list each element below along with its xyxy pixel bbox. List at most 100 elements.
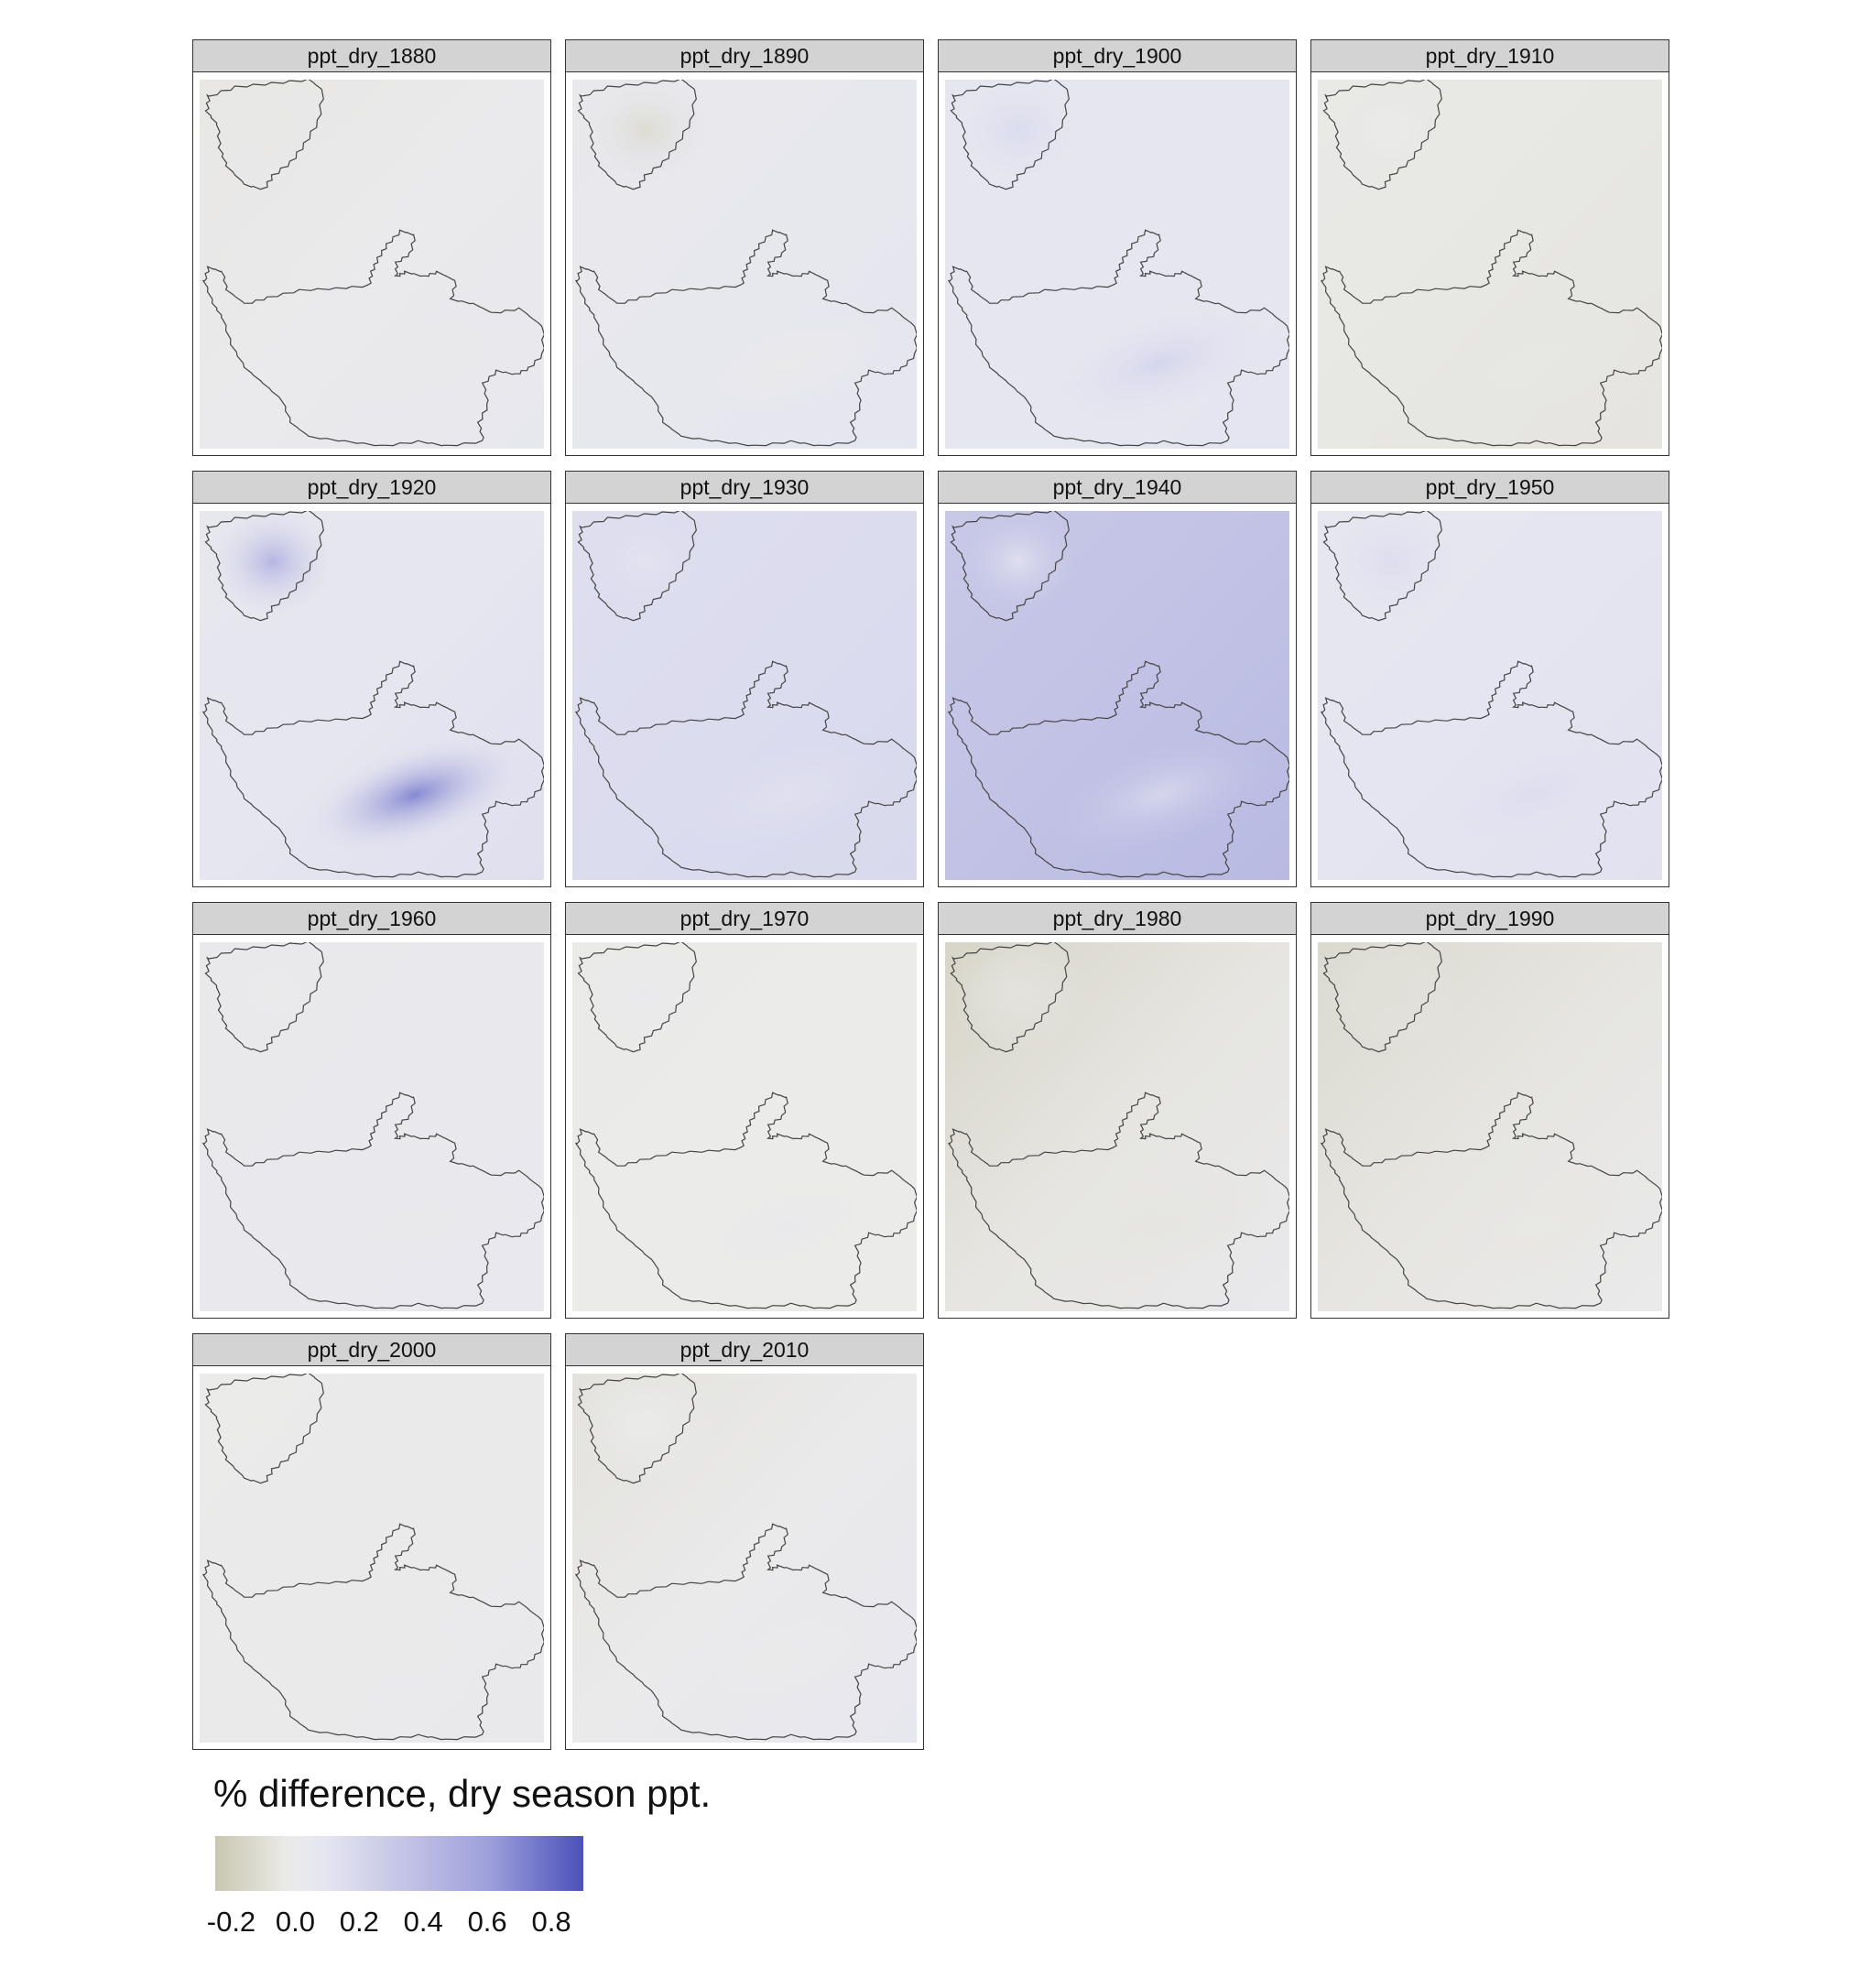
panel-title: ppt_dry_1950 — [1311, 472, 1669, 504]
region-outline — [1321, 1092, 1662, 1309]
map-panel: ppt_dry_2010 — [565, 1333, 924, 1750]
region-outline — [202, 660, 544, 878]
panel-title: ppt_dry_1910 — [1311, 40, 1669, 72]
lake-anomaly — [577, 1374, 714, 1483]
lake-outline — [1322, 942, 1442, 1053]
lake-outline — [577, 1374, 697, 1484]
map-svg — [945, 511, 1289, 880]
map-panel-grid: ppt_dry_1880 ppt_dry_1890 ppt_dry_1900 ppt_… — [192, 39, 1669, 1750]
map-svg — [572, 1374, 917, 1743]
map-svg — [1318, 80, 1662, 449]
legend: % difference, dry season ppt. -0.2 0.0 0.2… — [207, 1772, 763, 1946]
panel-title: ppt_dry_1940 — [939, 472, 1296, 504]
lake-outline — [204, 511, 324, 622]
region-outline — [1321, 229, 1662, 447]
lake-outline — [204, 942, 324, 1053]
lake-anomaly — [204, 942, 342, 1052]
map-raster — [200, 942, 544, 1311]
region-outline — [575, 229, 917, 447]
lake-anomaly — [950, 942, 1087, 1052]
region-outline — [948, 1092, 1289, 1309]
map-panel: ppt_dry_1900 — [938, 39, 1297, 456]
map-panel: ppt_dry_1960 — [192, 902, 551, 1319]
lake-outline — [950, 511, 1070, 622]
map-svg — [945, 942, 1289, 1311]
panel-title: ppt_dry_2000 — [193, 1334, 550, 1366]
map-raster — [572, 80, 917, 449]
legend-tick-label: 0.2 — [339, 1906, 379, 1938]
region-outline — [575, 1523, 917, 1741]
ridge-anomaly — [1419, 303, 1647, 424]
map-svg — [200, 942, 544, 1311]
region-outline — [575, 1092, 917, 1309]
ridge-anomaly — [1419, 734, 1647, 855]
region-outline — [202, 1523, 544, 1741]
lake-outline — [204, 1374, 324, 1484]
map-panel: ppt_dry_1940 — [938, 471, 1297, 887]
lake-outline — [950, 80, 1070, 190]
map-raster — [572, 942, 917, 1311]
lake-outline — [577, 80, 697, 190]
lake-anomaly — [577, 80, 714, 190]
ridge-anomaly — [1046, 1166, 1275, 1287]
region-outline — [202, 229, 544, 447]
ridge-anomaly — [673, 734, 902, 855]
map-raster — [200, 80, 544, 449]
panel-title: ppt_dry_1930 — [566, 472, 923, 504]
lake-outline — [1322, 511, 1442, 622]
lake-anomaly — [1322, 942, 1460, 1052]
map-svg — [1318, 942, 1662, 1311]
map-panel: ppt_dry_1880 — [192, 39, 551, 456]
map-panel: ppt_dry_1920 — [192, 471, 551, 887]
map-svg — [1318, 511, 1662, 880]
map-raster — [945, 942, 1289, 1311]
region-outline — [948, 229, 1289, 447]
ridge-anomaly — [673, 303, 902, 424]
legend-tick-label: -0.2 — [206, 1906, 256, 1938]
ridge-anomaly — [1419, 1166, 1647, 1287]
ridge-anomaly — [300, 1166, 529, 1287]
lake-anomaly — [950, 511, 1087, 621]
lake-anomaly — [950, 80, 1087, 190]
ridge-anomaly — [673, 1166, 902, 1287]
lake-anomaly — [1322, 80, 1460, 190]
panel-title: ppt_dry_1980 — [939, 903, 1296, 935]
legend-colorbar — [215, 1836, 583, 1891]
panel-title: ppt_dry_1890 — [566, 40, 923, 72]
ridge-anomaly — [673, 1597, 902, 1718]
panel-title: ppt_dry_1990 — [1311, 903, 1669, 935]
lake-outline — [950, 942, 1070, 1053]
legend-tick-label: 0.8 — [531, 1906, 571, 1938]
map-raster — [572, 1374, 917, 1743]
map-panel: ppt_dry_1950 — [1310, 471, 1669, 887]
lake-anomaly — [204, 80, 342, 190]
region-outline — [575, 660, 917, 878]
map-raster — [572, 511, 917, 880]
legend-tick-label: 0.4 — [403, 1906, 443, 1938]
lake-outline — [577, 942, 697, 1053]
map-panel: ppt_dry_1990 — [1310, 902, 1669, 1319]
panel-title: ppt_dry_1900 — [939, 40, 1296, 72]
map-panel: ppt_dry_1980 — [938, 902, 1297, 1319]
map-raster — [1318, 80, 1662, 449]
ridge-anomaly — [1046, 734, 1275, 855]
lake-anomaly — [577, 511, 714, 621]
ridge-anomaly — [300, 1597, 529, 1718]
lake-anomaly — [577, 942, 714, 1052]
map-panel: ppt_dry_1930 — [565, 471, 924, 887]
legend-tick-label: 0.6 — [467, 1906, 507, 1938]
map-svg — [572, 80, 917, 449]
panel-title: ppt_dry_1880 — [193, 40, 550, 72]
map-panel: ppt_dry_2000 — [192, 1333, 551, 1750]
ridge-anomaly — [1046, 303, 1275, 424]
map-panel: ppt_dry_1890 — [565, 39, 924, 456]
legend-tick-label: 0.0 — [275, 1906, 315, 1938]
lake-anomaly — [204, 511, 342, 621]
lake-outline — [1322, 80, 1442, 190]
map-panel: ppt_dry_1910 — [1310, 39, 1669, 456]
lake-anomaly — [204, 1374, 342, 1483]
panel-title: ppt_dry_1960 — [193, 903, 550, 935]
legend-title: % difference, dry season ppt. — [213, 1772, 712, 1815]
ridge-anomaly — [300, 303, 529, 424]
panel-title: ppt_dry_1920 — [193, 472, 550, 504]
